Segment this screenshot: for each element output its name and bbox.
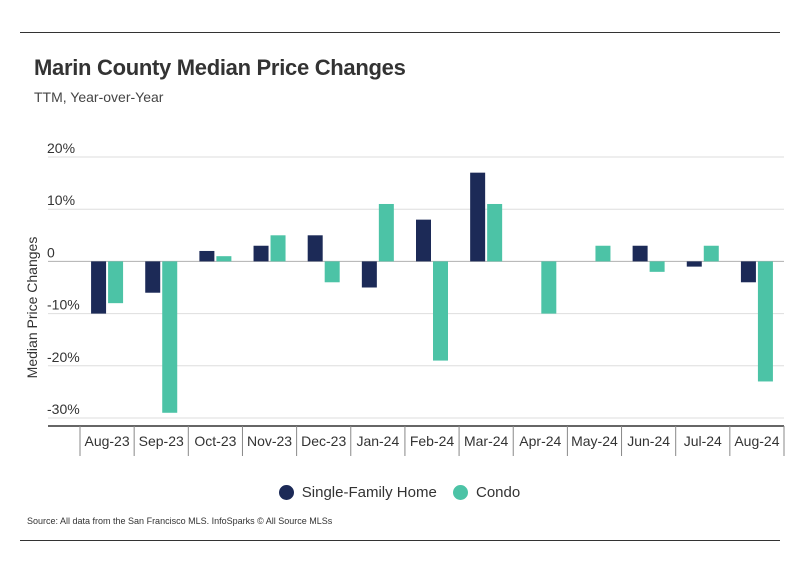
bar-condo [324,261,340,283]
x-tick-label: Oct-23 [194,433,236,449]
x-tick-label: Jan-24 [356,433,399,449]
x-tick-label: Dec-23 [301,433,346,449]
x-tick-label: Apr-24 [519,433,561,449]
bar-condo [595,245,611,262]
chart-subtitle: TTM, Year-over-Year [34,89,164,105]
bar-condo [270,235,286,262]
bar-condo [216,256,232,262]
y-tick-label: -10% [47,297,80,313]
bar-single-family [91,261,107,314]
bar-condo [541,261,557,314]
y-tick-label: 20% [47,140,75,156]
y-tick-label: 10% [47,192,75,208]
bar-condo [703,245,719,262]
legend-label-condo: Condo [476,484,521,501]
bar-single-family [307,235,323,262]
x-tick-label: Aug-23 [84,433,129,449]
legend-swatch-single-family [278,485,294,500]
bar-single-family [361,261,377,288]
bar-single-family [416,219,431,262]
bar-single-family [686,261,702,267]
legend-item-condo: Condo [453,484,520,501]
x-tick-label: Jun-24 [627,433,670,449]
bottom-rule [20,540,780,541]
bar-condo [649,261,665,272]
legend-swatch-condo [453,485,468,500]
y-tick-label: -20% [47,349,80,365]
bar-single-family [470,172,486,262]
bar-single-family [145,261,161,293]
source-note: Source: All data from the San Francisco … [27,516,333,526]
x-tick-label: Jul-24 [684,433,722,449]
bar-condo [757,261,773,382]
bar-condo [433,261,448,361]
legend: Single-Family Home Condo [0,484,799,504]
y-tick-label: -30% [47,401,80,417]
x-tick-label: Mar-24 [464,433,509,449]
top-rule [20,32,780,33]
bar-single-family [199,250,215,262]
bar-single-family [740,261,756,283]
bar-single-family [253,245,269,262]
legend-label-single-family: Single-Family Home [301,484,437,501]
legend-item-single-family: Single-Family Home [278,484,437,501]
x-tick-label: Feb-24 [410,433,455,449]
chart-title: Marin County Median Price Changes [34,55,406,80]
x-tick-label: Aug-24 [734,433,779,449]
x-tick-label: Nov-23 [247,433,292,449]
x-tick-label: May-24 [571,433,618,449]
y-axis-title: Median Price Changes [24,237,40,379]
bar-condo [162,261,178,413]
bar-condo [378,203,394,262]
bar-condo [487,203,503,262]
x-tick-label: Sep-23 [139,433,184,449]
y-tick-label: 0 [47,244,55,260]
bar-single-family [632,245,648,262]
bar-condo [108,261,124,304]
